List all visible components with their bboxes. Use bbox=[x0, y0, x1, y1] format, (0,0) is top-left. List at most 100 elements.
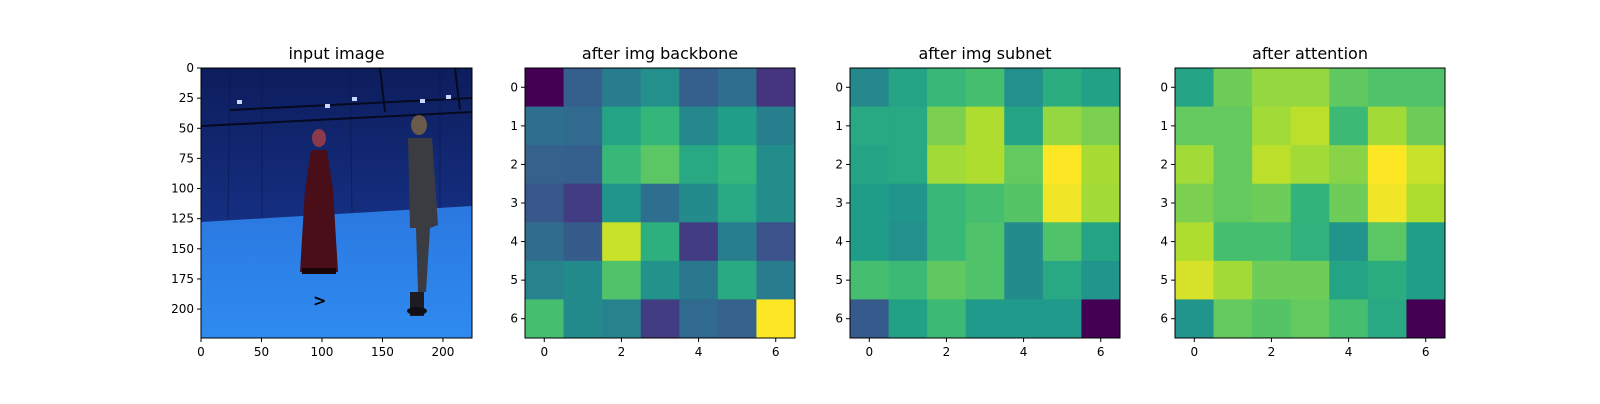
heatmap-cell bbox=[1004, 299, 1044, 339]
x-tick-label: 100 bbox=[311, 345, 334, 359]
y-tick-label: 5 bbox=[510, 273, 518, 287]
heatmap-cell bbox=[717, 106, 757, 146]
heatmap-cell bbox=[965, 222, 1005, 262]
y-tick-label: 0 bbox=[1160, 80, 1168, 94]
heatmap-cell bbox=[965, 68, 1005, 108]
heatmap-cell bbox=[679, 106, 719, 146]
heatmap-cell bbox=[563, 183, 603, 223]
heatmap-cell bbox=[1004, 183, 1044, 223]
panel-after-attention: after attention 0 2 4 6 0 1 2 3 4 5 6 bbox=[1160, 44, 1446, 359]
heatmap-cell bbox=[756, 299, 796, 339]
heatmap-cell bbox=[1175, 222, 1215, 262]
heatmap-cell bbox=[525, 260, 565, 300]
heatmap-cell bbox=[1004, 106, 1044, 146]
heatmap-cell bbox=[1367, 145, 1407, 185]
heatmap-cell bbox=[1175, 183, 1215, 223]
heatmap-cell bbox=[1367, 68, 1407, 108]
heatmap-cell bbox=[1175, 145, 1215, 185]
heatmap-cell bbox=[1252, 260, 1292, 300]
heatmap-cell bbox=[1175, 106, 1215, 146]
heatmap-cell bbox=[1252, 299, 1292, 339]
x-tick-label: 4 bbox=[695, 345, 703, 359]
heatmap-cell bbox=[1175, 68, 1215, 108]
person-woman bbox=[300, 129, 338, 274]
heatmap-cell bbox=[1081, 106, 1121, 146]
y-tick-label: 4 bbox=[1160, 235, 1168, 249]
heatmap-cell bbox=[1081, 68, 1121, 108]
x-tick-label: 6 bbox=[772, 345, 780, 359]
panel-axes: 0 2 4 6 0 1 2 3 4 5 6 bbox=[1160, 80, 1429, 359]
heatmap-cell bbox=[717, 299, 757, 339]
heatmap-cell bbox=[1367, 183, 1407, 223]
heatmap-cell bbox=[965, 299, 1005, 339]
heatmap-cell bbox=[1252, 183, 1292, 223]
heatmap-cell bbox=[1081, 260, 1121, 300]
x-tick-label: 6 bbox=[1422, 345, 1430, 359]
heatmap-cells bbox=[1175, 68, 1446, 339]
heatmap-cell bbox=[927, 68, 967, 108]
y-tick-label: 3 bbox=[835, 196, 843, 210]
heatmap-cell bbox=[1213, 299, 1253, 339]
y-tick-label: 6 bbox=[1160, 312, 1168, 326]
heatmap-cell bbox=[602, 145, 642, 185]
person-man bbox=[407, 115, 438, 316]
y-tick-label: 5 bbox=[1160, 273, 1168, 287]
heatmap-cell bbox=[850, 145, 890, 185]
heatmap-cell bbox=[1004, 222, 1044, 262]
heatmap-cell bbox=[1329, 68, 1369, 108]
x-tick-label: 2 bbox=[943, 345, 951, 359]
heatmap-cell bbox=[850, 68, 890, 108]
heatmap-cell bbox=[1175, 299, 1215, 339]
heatmap-cell bbox=[850, 260, 890, 300]
heatmap-cell bbox=[602, 260, 642, 300]
heatmap-cell bbox=[1042, 68, 1082, 108]
heatmap-cell bbox=[1213, 145, 1253, 185]
heatmap-cell bbox=[1367, 222, 1407, 262]
heatmap-cell bbox=[850, 299, 890, 339]
panel-title: after img backbone bbox=[582, 44, 738, 63]
heatmap-cell bbox=[679, 68, 719, 108]
x-tick-label: 0 bbox=[865, 345, 873, 359]
panel-input-image: input image bbox=[171, 44, 473, 359]
heatmap-cell bbox=[756, 260, 796, 300]
heatmap-cell bbox=[717, 68, 757, 108]
heatmap-cell bbox=[1290, 68, 1330, 108]
heatmap-cell bbox=[1367, 106, 1407, 146]
heatmap-cell bbox=[888, 145, 928, 185]
x-tick-label: 4 bbox=[1020, 345, 1028, 359]
y-tick-label: 3 bbox=[510, 196, 518, 210]
camera-rig bbox=[201, 68, 472, 127]
x-tick-label: 0 bbox=[1190, 345, 1198, 359]
heatmap-cell bbox=[1406, 183, 1446, 223]
heatmap-cell bbox=[927, 145, 967, 185]
heatmap-cell bbox=[756, 222, 796, 262]
y-tick-label: 2 bbox=[1160, 157, 1168, 171]
heatmap-cell bbox=[1329, 260, 1369, 300]
heatmap-cell bbox=[1290, 106, 1330, 146]
heatmap-cell bbox=[717, 145, 757, 185]
heatmap-cells bbox=[525, 68, 796, 339]
heatmap-cell bbox=[1406, 299, 1446, 339]
heatmap-cell bbox=[525, 68, 565, 108]
heatmap-cell bbox=[525, 299, 565, 339]
heatmap-cell bbox=[717, 222, 757, 262]
y-tick-label: 125 bbox=[171, 212, 194, 226]
x-tick-label: 4 bbox=[1345, 345, 1353, 359]
heatmap-cell bbox=[1252, 222, 1292, 262]
heatmap-cell bbox=[888, 106, 928, 146]
heatmap-cell bbox=[640, 222, 680, 262]
input-photo: > bbox=[201, 68, 472, 338]
heatmap-cell bbox=[1213, 106, 1253, 146]
x-tick-label: 200 bbox=[432, 345, 455, 359]
heatmap-cell bbox=[1004, 145, 1044, 185]
heatmap-cell bbox=[1213, 183, 1253, 223]
floor-marker: > bbox=[313, 291, 326, 310]
y-tick-label: 175 bbox=[171, 272, 194, 286]
heatmap-cell bbox=[965, 260, 1005, 300]
panel-after-img-subnet: after img subnet 0 2 4 6 0 1 2 3 4 5 6 bbox=[835, 44, 1121, 359]
y-tick-label: 25 bbox=[179, 91, 194, 105]
heatmap-cell bbox=[1213, 222, 1253, 262]
heatmap-cell bbox=[525, 222, 565, 262]
heatmap-cell bbox=[965, 106, 1005, 146]
panel-title: after attention bbox=[1252, 44, 1368, 63]
